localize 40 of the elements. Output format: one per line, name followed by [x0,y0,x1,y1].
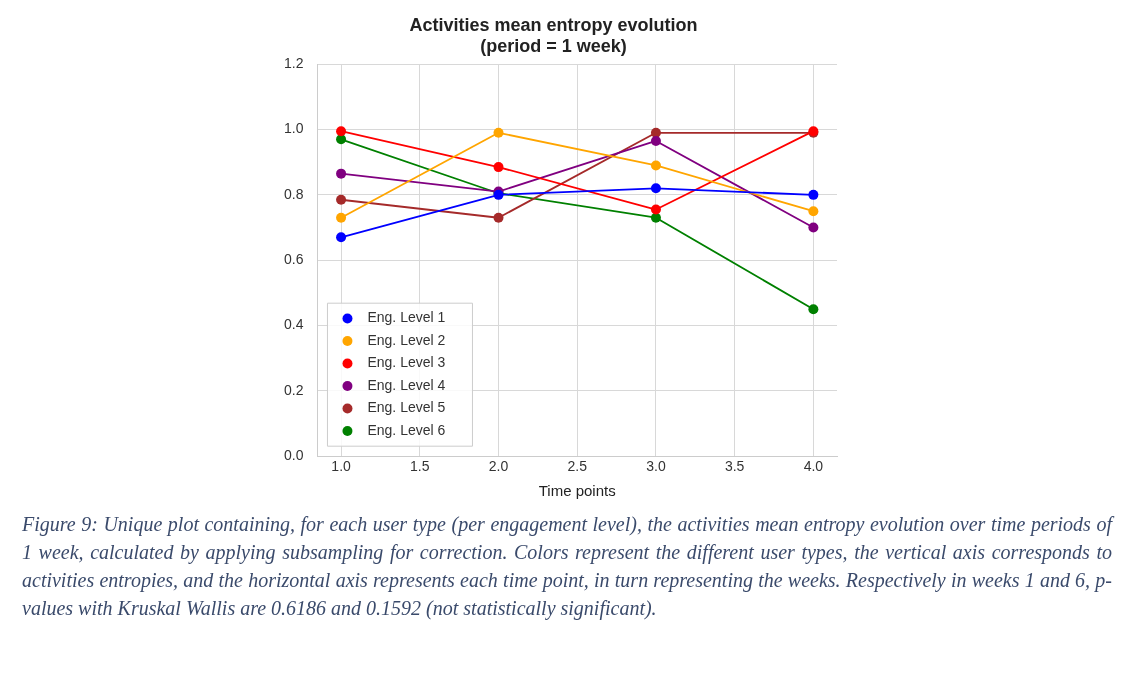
point [493,127,504,138]
y-tick-label: 0.0 [283,447,304,464]
legend-label: Eng. Level 2 [367,331,446,348]
legend-label: Eng. Level 6 [367,421,446,438]
point [650,212,661,223]
point [650,135,661,146]
legend-label: Eng. Level 1 [367,309,446,326]
legend-label: Eng. Level 4 [367,376,446,393]
point [650,183,661,194]
point [336,168,347,179]
y-tick-label: 1.0 [283,120,304,137]
x-tick-label: 1.5 [410,458,430,475]
point [650,127,661,138]
x-tick-label: 4.0 [803,458,824,475]
point [650,160,661,171]
point [336,212,347,223]
x-tick-label: 3.5 [724,458,745,475]
x-tick-label: 2.0 [488,458,509,475]
point [808,304,819,315]
y-tick-label: 1.2 [283,55,304,72]
x-tick-label: 1.0 [331,458,352,475]
point [650,204,661,215]
legend-label: Eng. Level 5 [367,399,446,416]
x-tick-label: 3.0 [646,458,666,475]
x-axis-title: Time points [538,482,616,500]
x-tick-label: 2.5 [567,458,588,475]
point [808,189,819,200]
legend-label: Eng. Level 3 [367,354,446,371]
point [493,212,504,223]
point [493,162,504,173]
y-tick-label: 0.6 [283,251,304,268]
chart-title: Activities mean entropy evolution (period = 1 week) [409,14,698,57]
y-tick-label: 0.8 [283,185,304,202]
y-tick-label: 0.4 [283,316,304,333]
point [336,232,347,243]
point [336,126,347,137]
point [808,222,819,233]
point [808,206,819,217]
point [336,194,347,205]
y-tick-label: 0.2 [283,381,304,398]
